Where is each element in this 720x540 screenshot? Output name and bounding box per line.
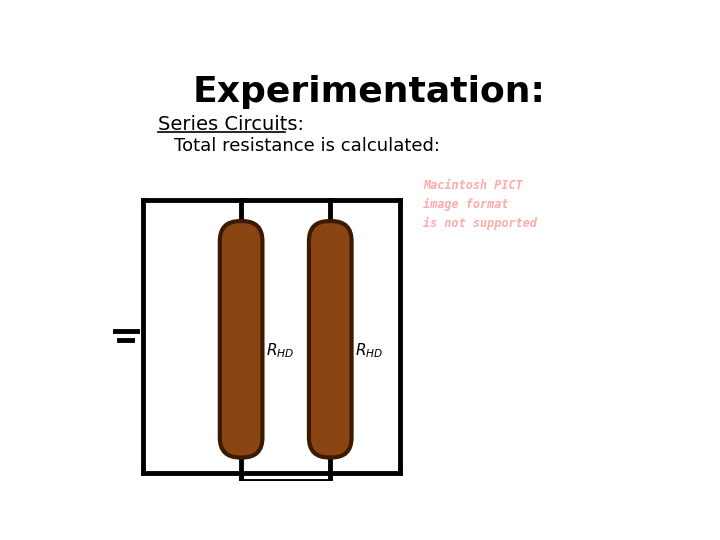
Text: Experimentation:: Experimentation: [192, 75, 546, 109]
FancyBboxPatch shape [309, 221, 351, 457]
Text: Total resistance is calculated:: Total resistance is calculated: [174, 137, 440, 154]
Text: Series Circuits:: Series Circuits: [158, 116, 304, 134]
FancyBboxPatch shape [220, 221, 262, 457]
Text: $R_{HD}$: $R_{HD}$ [355, 342, 383, 361]
Text: Macintosh PICT
image format
is not supported: Macintosh PICT image format is not suppo… [423, 179, 537, 230]
Text: $R_{HD}$: $R_{HD}$ [266, 342, 294, 361]
